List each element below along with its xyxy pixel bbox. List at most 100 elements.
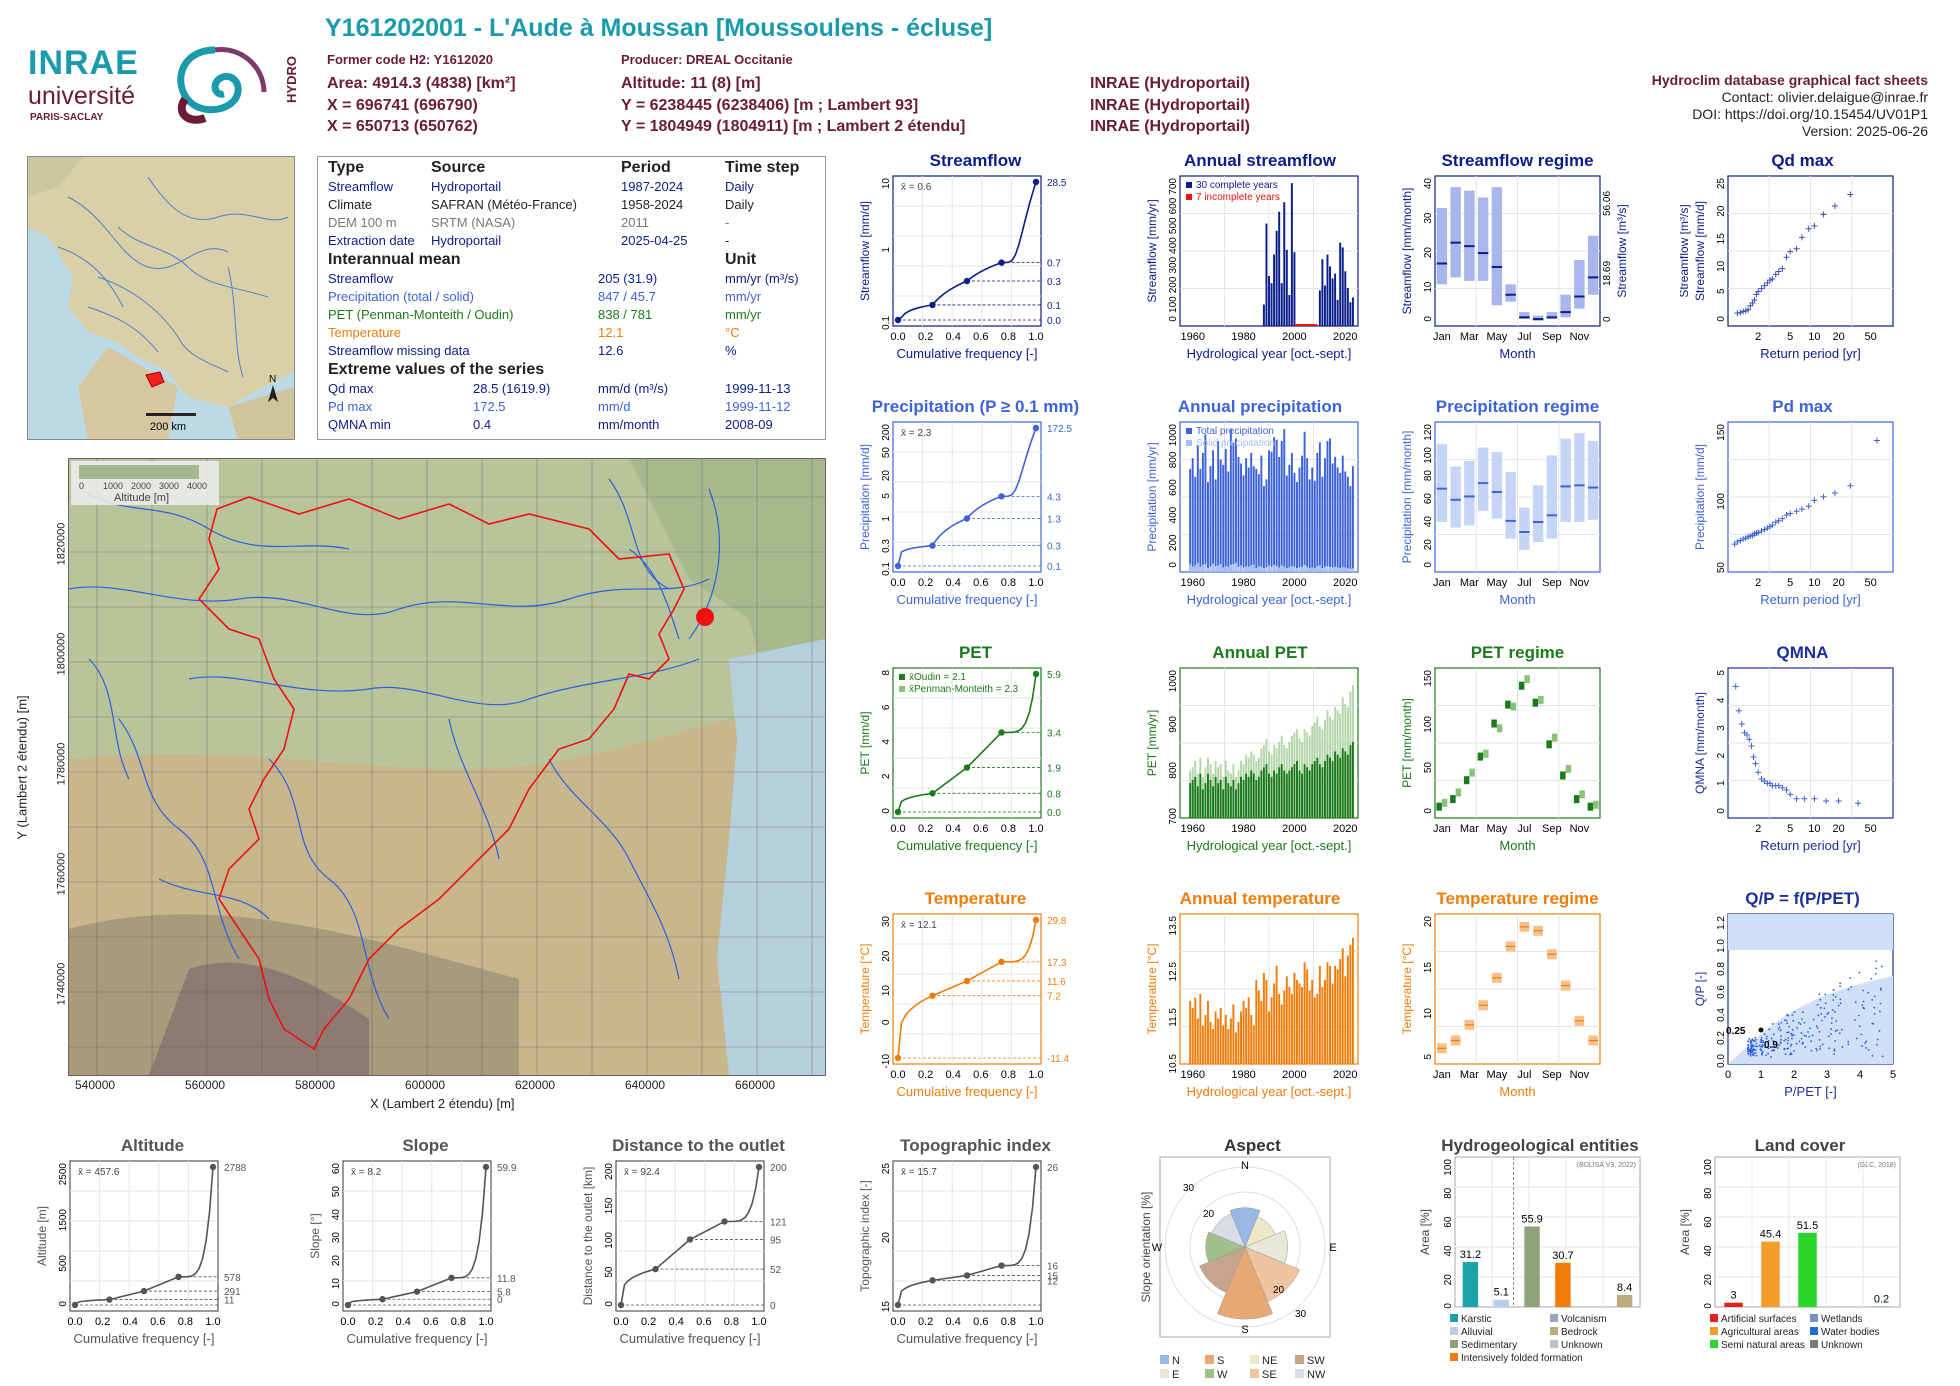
chart-qmna: QMNA 2 5 10 20 50 0 1 2 3 4 5 Return period [yr] QMNA… — [1680, 642, 1905, 887]
y-tick-label: 50 — [1716, 562, 1727, 574]
bar — [1311, 979, 1314, 1064]
scatter-point — [1747, 1043, 1750, 1046]
bar — [1336, 969, 1339, 1064]
y-axis-label: Streamflow [mm/month] — [1400, 188, 1414, 315]
scatter-point — [1801, 1018, 1803, 1020]
x-tick-label: 0.6 — [973, 577, 988, 589]
scatter-point — [1871, 1055, 1874, 1057]
x-tick-label: 0.6 — [973, 1069, 988, 1081]
bar-solid — [1204, 564, 1207, 572]
scatter-point — [1785, 1019, 1788, 1022]
chart-pd-max: Pd max 2 5 10 20 50 50 100 150 Return period [yr]… — [1680, 396, 1905, 641]
chart-title: PET regime — [1471, 643, 1565, 662]
quantile-point — [344, 1301, 352, 1309]
y-tick-label: 1000 — [1168, 670, 1179, 693]
plot-frame — [892, 421, 1042, 573]
scatter-point — [1762, 1040, 1765, 1042]
quantile-point — [1032, 916, 1040, 924]
x-tick-label: 1960 — [1180, 823, 1204, 835]
scatter-point — [1737, 537, 1744, 544]
bar — [1273, 254, 1276, 326]
y-tick-label: 100 — [1168, 296, 1179, 313]
bar — [1298, 983, 1301, 1064]
right-tick-label: 0 — [1602, 316, 1613, 322]
y-tick-label: 2500 — [58, 1163, 69, 1186]
x-tick-label: Jul — [1517, 1069, 1531, 1081]
scatter-point — [1853, 1019, 1856, 1022]
x-tick-label: Nov — [1570, 577, 1590, 589]
chart-title: Streamflow — [930, 151, 1022, 170]
quantile-label: 59.9 — [497, 1163, 517, 1174]
catchment-map: 0 1000 2000 3000 4000 Altitude [m] — [68, 458, 826, 1076]
aspect-legend-item: SW — [1295, 1355, 1325, 1367]
scatter-point — [1753, 1045, 1755, 1047]
doi-link[interactable]: DOI: https://doi.org/10.15454/UV01P1 — [1692, 106, 1928, 122]
bar-value-label: 30.7 — [1552, 1250, 1573, 1262]
scale-label: 200 km — [150, 421, 186, 433]
scatter-point — [1818, 1048, 1821, 1050]
quantile-point — [998, 493, 1005, 500]
bar — [1303, 431, 1306, 572]
scatter-point — [1815, 1047, 1818, 1050]
scatter-point — [1873, 995, 1876, 998]
regime-box — [1491, 452, 1503, 519]
quantile-label: 12 — [1047, 1276, 1059, 1287]
bar — [1344, 271, 1347, 326]
scatter-point — [1839, 1002, 1842, 1005]
quantile-label: 1.9 — [1047, 764, 1061, 775]
quantile-point — [929, 542, 936, 549]
scatter-point — [1753, 1040, 1756, 1043]
source-1: INRAE (Hydroportail) — [1090, 75, 1250, 92]
chart-precipitation-regime: Precipitation regime Jan Mar May Jul Sep Nov 0 2… — [1385, 396, 1630, 641]
scatter-point — [1786, 1031, 1788, 1034]
scatter-point — [1834, 1040, 1836, 1042]
cell: Precipitation (total / solid) — [328, 289, 474, 304]
scatter-point — [1764, 1046, 1767, 1049]
x-tick-label: 1960 — [1180, 1069, 1204, 1081]
regime-penman — [1593, 800, 1599, 809]
bar — [1240, 776, 1242, 818]
chart-temperature: Temperature 29.8 17.3 11.6 7.2 -11.4 x̄ = 12.1… — [843, 888, 1088, 1133]
scatter-point — [1826, 1013, 1829, 1015]
chart-title: Temperature regime — [1436, 889, 1598, 908]
scatter-point — [1829, 1033, 1832, 1035]
x-axis-label: Return period [yr] — [1760, 592, 1860, 607]
bar-solid — [1255, 568, 1258, 572]
bar-solid — [1321, 568, 1324, 572]
plot-frame — [892, 667, 1042, 819]
bar-solid — [1290, 566, 1293, 572]
interannual-title: Interannual mean — [328, 251, 461, 268]
scatter-point — [1786, 1042, 1789, 1045]
x-tick-label: 0.6 — [973, 331, 988, 343]
x-tick-label: 1980 — [1231, 1069, 1255, 1081]
scatter-point — [1800, 1037, 1803, 1040]
aspect-legend-item: NE — [1250, 1355, 1277, 1367]
legend-swatch — [1250, 1369, 1259, 1378]
bar — [1329, 266, 1331, 326]
cell: 28.5 (1619.9) — [473, 381, 551, 396]
x-tick-label: 0.8 — [1001, 1069, 1016, 1081]
bar-solid — [1209, 566, 1212, 572]
y-axis-label: Precipitation [mm/month] — [1400, 431, 1414, 564]
x-tick-label: Mar — [1460, 1069, 1479, 1081]
producer: Producer: DREAL Occitanie — [621, 52, 793, 67]
bar — [1316, 757, 1319, 818]
scatter-point — [1754, 1036, 1757, 1039]
scatter-point — [1831, 1017, 1833, 1020]
scatter-point — [1775, 268, 1782, 275]
regime-penman — [1510, 702, 1517, 711]
bar — [1290, 183, 1293, 326]
chart-land-cover: Land cover (GLC, 2018) 3 45.4 51.5 0.2 0 20 40 60… — [1670, 1135, 1910, 1350]
scatter-point — [1847, 988, 1850, 991]
scatter-point — [1770, 1037, 1773, 1040]
scatter-point — [1871, 999, 1874, 1001]
scatter-point — [1764, 525, 1771, 532]
y-tick-label: 0 — [881, 808, 892, 814]
bar — [1255, 979, 1258, 1064]
scatter-point — [1755, 1042, 1758, 1045]
bar — [1344, 751, 1347, 818]
x-tick-label: Jan — [1433, 577, 1451, 589]
quantile-point — [963, 1272, 971, 1279]
mean-label: x̄ = 2.3 — [901, 428, 932, 439]
bar-value-label: 45.4 — [1760, 1229, 1781, 1241]
